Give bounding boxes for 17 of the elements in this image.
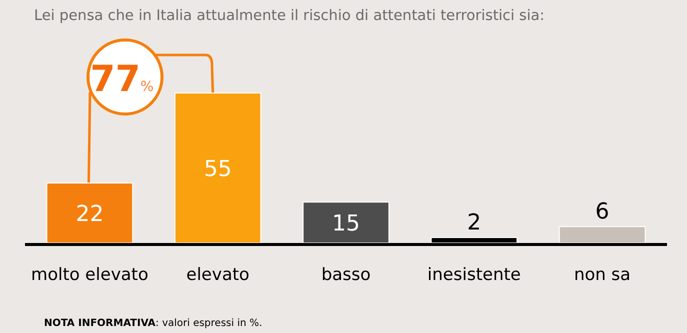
x-tick-label: basso (321, 265, 371, 285)
data-label: 6 (595, 200, 610, 225)
chart-title: Lei pensa che in Italia attualmente il rischio di attentati terroristici sia: (34, 8, 545, 24)
bar (174, 92, 262, 244)
x-tick-label: molto elevato (31, 265, 148, 285)
data-label: 55 (204, 157, 232, 182)
data-label: 22 (76, 202, 104, 227)
bar (558, 226, 646, 244)
bar (46, 182, 134, 244)
data-label: 15 (332, 212, 360, 237)
x-tick-label: inesistente (427, 265, 521, 285)
data-label: 2 (467, 210, 482, 236)
x-tick-label: non sa (574, 265, 631, 285)
x-tick-label: elevato (186, 265, 250, 285)
annotation: 77% (90, 59, 154, 100)
text: NOTA INFORMATIVA: valori espressi in %. (44, 318, 262, 329)
bar (302, 202, 390, 244)
